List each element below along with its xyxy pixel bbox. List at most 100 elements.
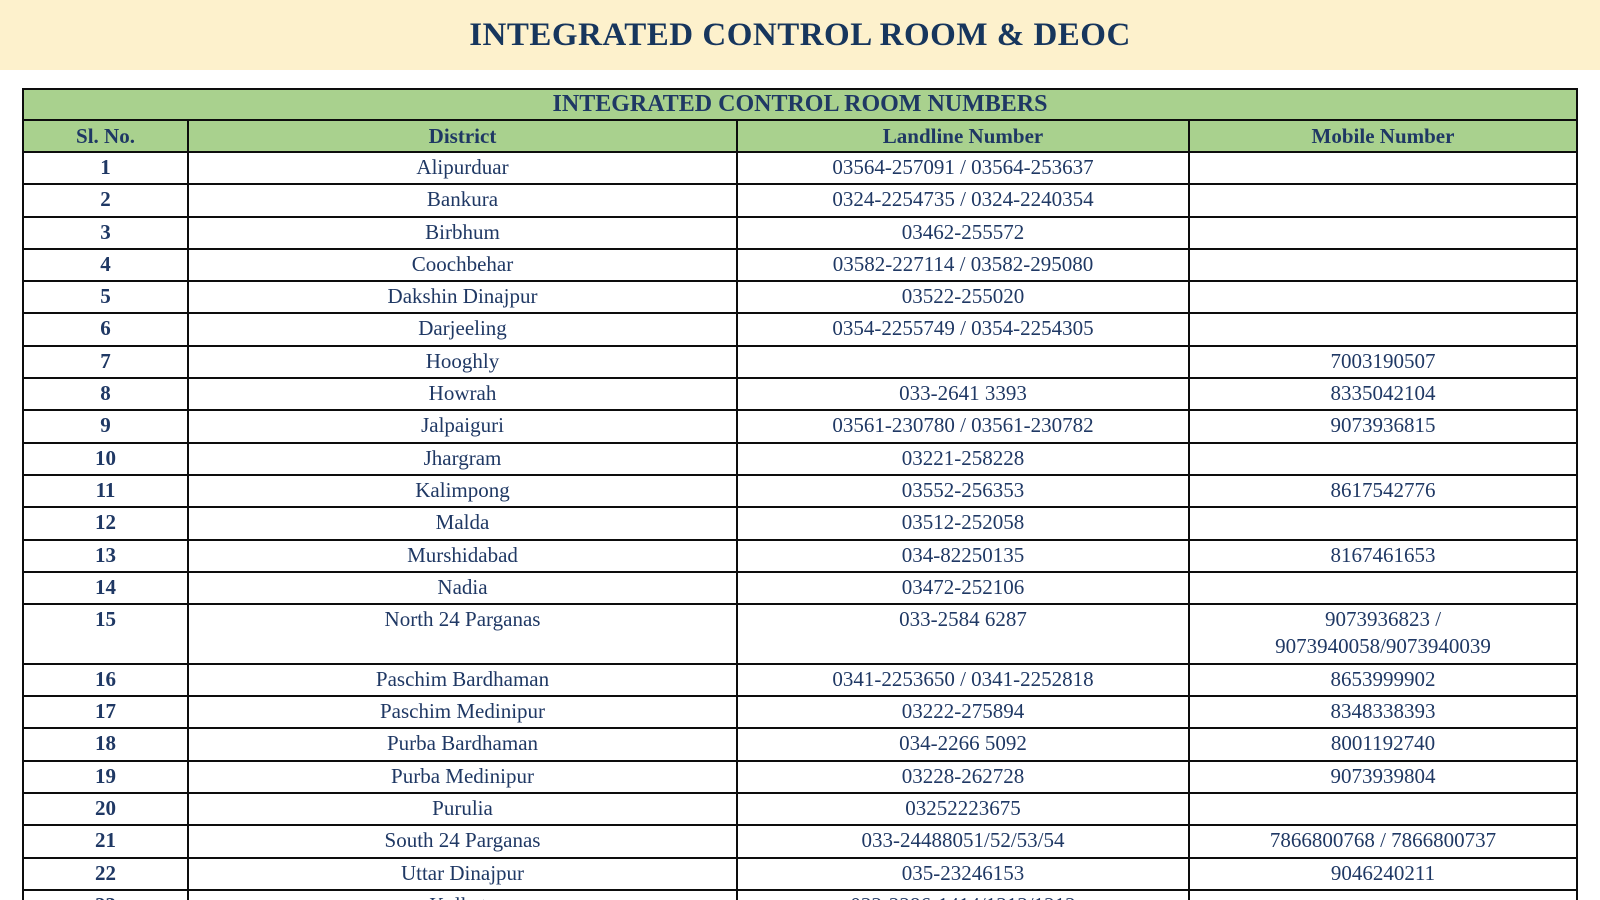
cell-sl-no: 3	[22, 215, 189, 250]
cell-landline: 03462-255572	[736, 215, 1190, 250]
cell-sl-no: 6	[22, 312, 189, 347]
cell-district: Birbhum	[187, 215, 738, 250]
cell-landline: 0324-2254735 / 0324-2240354	[736, 183, 1190, 218]
table-row: 21 South 24 Parganas 033-24488051/52/53/…	[22, 824, 1579, 859]
cell-district: North 24 Parganas	[187, 603, 738, 665]
cell-landline: 03252223675	[736, 791, 1190, 827]
cell-landline: 034-82250135	[736, 538, 1190, 573]
page-banner: INTEGRATED CONTROL ROOM & DEOC	[0, 0, 1600, 70]
cell-sl-no: 21	[22, 824, 189, 859]
table-row: 22 Uttar Dinajpur 035-23246153 904624021…	[22, 856, 1579, 891]
table-row: 17 Paschim Medinipur 03222-275894 834833…	[22, 695, 1579, 730]
table-row: 14 Nadia 03472-252106	[22, 570, 1579, 606]
cell-district: Coochbehar	[187, 247, 738, 283]
cell-landline	[736, 344, 1190, 380]
cell-mobile: 8335042104	[1187, 377, 1579, 412]
cell-mobile	[1187, 441, 1579, 476]
cell-sl-no: 4	[22, 247, 189, 283]
col-header-mobile: Mobile Number	[1187, 119, 1579, 153]
cell-mobile: 9046240211	[1187, 856, 1579, 891]
cell-sl-no: 15	[22, 603, 189, 665]
cell-sl-no: 14	[22, 570, 189, 606]
cell-landline: 03512-252058	[736, 506, 1190, 541]
cell-district: Nadia	[187, 570, 738, 606]
cell-district: Bankura	[187, 183, 738, 218]
cell-mobile	[1187, 888, 1579, 900]
cell-district: Jhargram	[187, 441, 738, 476]
cell-mobile: 7866800768 / 7866800737	[1187, 824, 1579, 859]
table-row: 8 Howrah 033-2641 3393 8335042104	[22, 377, 1579, 412]
cell-sl-no: 1	[22, 150, 189, 186]
cell-landline: 03582-227114 / 03582-295080	[736, 247, 1190, 283]
table-body: 1 Alipurduar 03564-257091 / 03564-253637…	[22, 150, 1579, 900]
table-row: 11 Kalimpong 03552-256353 8617542776	[22, 473, 1579, 509]
cell-sl-no: 17	[22, 695, 189, 730]
cell-mobile	[1187, 247, 1579, 283]
cell-district: Darjeeling	[187, 312, 738, 347]
cell-sl-no: 16	[22, 662, 189, 698]
cell-landline: 033-2286-1414/1313/1212	[736, 888, 1190, 900]
page-title: INTEGRATED CONTROL ROOM & DEOC	[469, 16, 1131, 53]
cell-mobile: 8167461653	[1187, 538, 1579, 573]
cell-district: South 24 Parganas	[187, 824, 738, 859]
cell-mobile	[1187, 215, 1579, 250]
cell-district: Hooghly	[187, 344, 738, 380]
cell-mobile: 9073936815	[1187, 409, 1579, 444]
cell-mobile: 7003190507	[1187, 344, 1579, 380]
table-row: 7 Hooghly 7003190507	[22, 344, 1579, 380]
cell-mobile: 9073939804	[1187, 759, 1579, 794]
cell-district: Howrah	[187, 377, 738, 412]
cell-mobile	[1187, 150, 1579, 186]
cell-sl-no: 10	[22, 441, 189, 476]
table-row: 23 Kolkata 033-2286-1414/1313/1212	[22, 888, 1579, 900]
cell-landline: 03552-256353	[736, 473, 1190, 509]
cell-landline: 033-24488051/52/53/54	[736, 824, 1190, 859]
table-row: 5 Dakshin Dinajpur 03522-255020	[22, 280, 1579, 315]
table-row: 15 North 24 Parganas 033-2584 6287 90739…	[22, 603, 1579, 665]
table-row: 6 Darjeeling 0354-2255749 / 0354-2254305	[22, 312, 1579, 347]
cell-landline: 033-2641 3393	[736, 377, 1190, 412]
cell-district: Uttar Dinajpur	[187, 856, 738, 891]
cell-sl-no: 18	[22, 727, 189, 762]
table-row: 12 Malda 03512-252058	[22, 506, 1579, 541]
cell-landline: 03221-258228	[736, 441, 1190, 476]
cell-sl-no: 2	[22, 183, 189, 218]
cell-district: Kolkata	[187, 888, 738, 900]
table-row: 16 Paschim Bardhaman 0341-2253650 / 0341…	[22, 662, 1579, 698]
column-header-row: Sl. No. District Landline Number Mobile …	[22, 119, 1579, 153]
cell-landline: 03522-255020	[736, 280, 1190, 315]
col-header-sl-no: Sl. No.	[22, 119, 189, 153]
cell-landline: 0341-2253650 / 0341-2252818	[736, 662, 1190, 698]
cell-landline: 035-23246153	[736, 856, 1190, 891]
cell-sl-no: 7	[22, 344, 189, 380]
cell-mobile: 8348338393	[1187, 695, 1579, 730]
cell-mobile	[1187, 312, 1579, 347]
table-row: 19 Purba Medinipur 03228-262728 90739398…	[22, 759, 1579, 794]
cell-district: Murshidabad	[187, 538, 738, 573]
table-row: 13 Murshidabad 034-82250135 8167461653	[22, 538, 1579, 573]
table-row: 20 Purulia 03252223675	[22, 791, 1579, 827]
col-header-landline: Landline Number	[736, 119, 1190, 153]
cell-landline: 03561-230780 / 03561-230782	[736, 409, 1190, 444]
cell-mobile: 8617542776	[1187, 473, 1579, 509]
cell-sl-no: 22	[22, 856, 189, 891]
cell-district: Paschim Medinipur	[187, 695, 738, 730]
cell-district: Purulia	[187, 791, 738, 827]
table-row: 9 Jalpaiguri 03561-230780 / 03561-230782…	[22, 409, 1579, 444]
cell-mobile	[1187, 791, 1579, 827]
cell-district: Purba Bardhaman	[187, 727, 738, 762]
cell-district: Jalpaiguri	[187, 409, 738, 444]
table-row: 2 Bankura 0324-2254735 / 0324-2240354	[22, 183, 1579, 218]
cell-district: Kalimpong	[187, 473, 738, 509]
cell-district: Dakshin Dinajpur	[187, 280, 738, 315]
cell-landline: 03472-252106	[736, 570, 1190, 606]
cell-mobile	[1187, 570, 1579, 606]
table-row: 4 Coochbehar 03582-227114 / 03582-295080	[22, 247, 1579, 283]
cell-mobile: 8653999902	[1187, 662, 1579, 698]
cell-sl-no: 19	[22, 759, 189, 794]
cell-sl-no: 9	[22, 409, 189, 444]
cell-landline: 034-2266 5092	[736, 727, 1190, 762]
cell-district: Paschim Bardhaman	[187, 662, 738, 698]
cell-sl-no: 5	[22, 280, 189, 315]
table-title-row: INTEGRATED CONTROL ROOM NUMBERS	[21, 88, 1579, 121]
